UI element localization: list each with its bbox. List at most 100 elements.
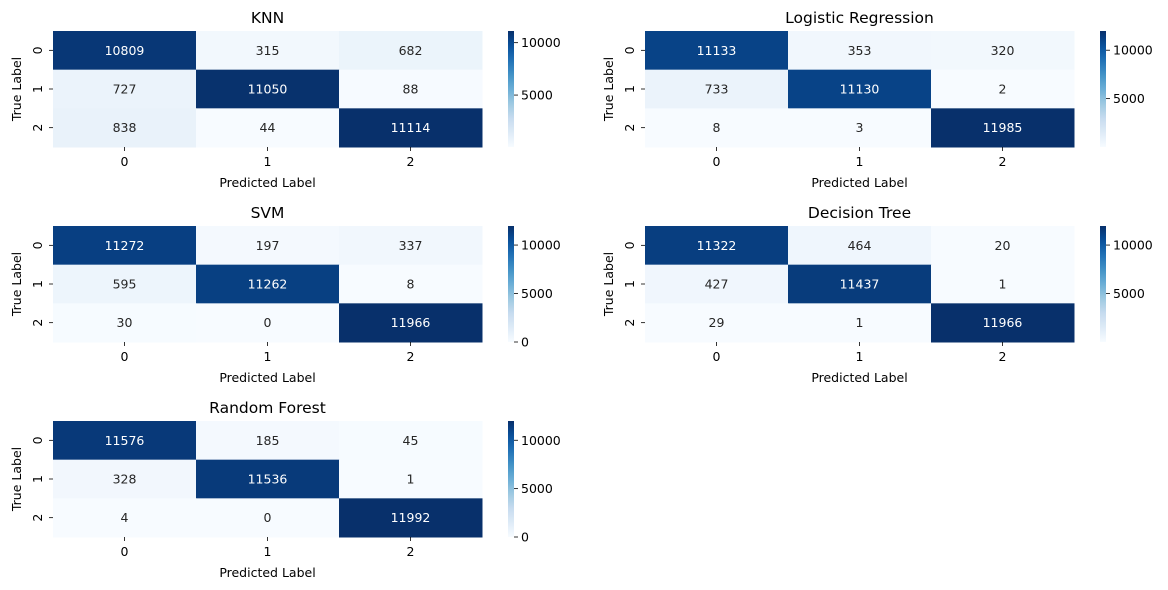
heatmap-cell (196, 31, 340, 71)
chart-title: Random Forest (209, 399, 326, 417)
heatmap-cell (645, 108, 789, 148)
y-tick-label: 1 (30, 280, 45, 288)
x-tick-label: 2 (999, 349, 1007, 364)
heatmap-cell (196, 264, 340, 304)
cell-value-label: 0 (264, 315, 272, 330)
heatmap-cell (645, 264, 789, 304)
heatmap-cell (196, 226, 340, 266)
chart-title: KNN (251, 9, 284, 27)
y-tick-label: 2 (622, 124, 637, 132)
heatmap-cell (53, 69, 197, 109)
colorbar-tick-label: 5000 (1113, 91, 1145, 106)
colorbar-tick-label: 10000 (1113, 43, 1153, 58)
heatmap-cell (931, 303, 1075, 343)
heatmap-cell (196, 69, 340, 109)
heatmap-cell (788, 226, 932, 266)
cell-value-label: 11992 (391, 510, 431, 525)
heatmap-cell (931, 31, 1075, 71)
cell-value-label: 8 (407, 277, 415, 292)
cell-value-label: 8 (713, 120, 721, 135)
cell-value-label: 11262 (248, 277, 288, 292)
cell-value-label: 29 (709, 315, 725, 330)
colorbar (1100, 31, 1106, 147)
x-axis-label: Predicted Label (219, 370, 315, 385)
colorbar-tick-label: 0 (521, 530, 529, 545)
x-tick-label: 1 (856, 154, 864, 169)
x-axis-label: Predicted Label (219, 175, 315, 190)
cell-value-label: 11133 (697, 43, 737, 58)
heatmap-cell (53, 264, 197, 304)
cell-value-label: 20 (995, 238, 1011, 253)
cell-value-label: 11437 (840, 277, 880, 292)
y-tick-label: 2 (622, 319, 637, 327)
cell-value-label: 11576 (105, 433, 145, 448)
colorbar-tick-label: 10000 (521, 35, 561, 50)
cell-value-label: 1 (856, 315, 864, 330)
cell-value-label: 328 (113, 472, 137, 487)
cell-value-label: 733 (705, 82, 729, 97)
x-tick-label: 0 (713, 154, 721, 169)
y-axis-label: True Label (9, 447, 24, 512)
y-tick-label: 0 (622, 46, 637, 54)
x-axis-label: Predicted Label (219, 565, 315, 580)
heatmap-cell (645, 31, 789, 71)
cell-value-label: 11272 (105, 238, 145, 253)
cell-value-label: 595 (113, 277, 137, 292)
colorbar-tick-label: 10000 (521, 433, 561, 448)
x-tick-label: 0 (713, 349, 721, 364)
x-tick-label: 0 (121, 544, 129, 559)
cell-value-label: 45 (403, 433, 419, 448)
heatmap-cell (196, 421, 340, 461)
x-tick-label: 1 (264, 154, 272, 169)
x-tick-label: 1 (264, 349, 272, 364)
heatmap-cell (53, 31, 197, 71)
heatmap-cell (931, 226, 1075, 266)
y-tick-label: 1 (622, 280, 637, 288)
colorbar-tick-label: 5000 (521, 88, 553, 103)
y-axis-label: True Label (9, 57, 24, 122)
heatmap-cell (645, 303, 789, 343)
heatmap-cell (931, 264, 1075, 304)
colorbar-tick-label: 5000 (521, 481, 553, 496)
colorbar-tick-label: 10000 (1113, 238, 1153, 253)
heatmap-panel-4: 11576 185 45 328 11536 1 4 0 11992 Random Forest 0… (9, 399, 561, 580)
heatmap-cell (645, 226, 789, 266)
colorbar (508, 421, 514, 537)
cell-value-label: 1 (407, 472, 415, 487)
cell-value-label: 0 (264, 510, 272, 525)
heatmap-panel-1: 11133 353 320 733 11130 2 8 3 11985 Logistic Regr… (601, 9, 1153, 190)
heatmap-cell (339, 69, 483, 109)
y-tick-label: 1 (30, 85, 45, 93)
cell-value-label: 353 (848, 43, 872, 58)
x-tick-label: 0 (121, 154, 129, 169)
cell-value-label: 1 (999, 277, 1007, 292)
cell-value-label: 11114 (391, 120, 431, 135)
x-tick-label: 2 (407, 349, 415, 364)
heatmap-cell (339, 31, 483, 71)
x-tick-label: 2 (407, 544, 415, 559)
chart-title: SVM (251, 204, 285, 222)
x-tick-label: 0 (121, 349, 129, 364)
heatmap-cell (788, 31, 932, 71)
cell-value-label: 11050 (248, 82, 288, 97)
cell-value-label: 11536 (248, 472, 288, 487)
y-tick-label: 2 (30, 124, 45, 132)
heatmap-cell (931, 69, 1075, 109)
heatmap-cell (339, 459, 483, 499)
heatmap-cell (788, 108, 932, 148)
colorbar-tick-label: 5000 (521, 286, 553, 301)
colorbar-tick-label: 10000 (521, 238, 561, 253)
cell-value-label: 3 (856, 120, 864, 135)
heatmap-cell (339, 264, 483, 304)
y-tick-label: 2 (30, 514, 45, 522)
heatmap-cell (53, 303, 197, 343)
heatmap-panel-2: 11272 197 337 595 11262 8 30 0 11966 SVM 0 1 2 Predic… (9, 204, 561, 385)
heatmap-cell (196, 498, 340, 538)
x-tick-label: 2 (999, 154, 1007, 169)
heatmap-cell (339, 226, 483, 266)
cell-value-label: 320 (991, 43, 1015, 58)
x-tick-label: 2 (407, 154, 415, 169)
heatmap-cell (196, 108, 340, 148)
heatmap-cell (645, 69, 789, 109)
